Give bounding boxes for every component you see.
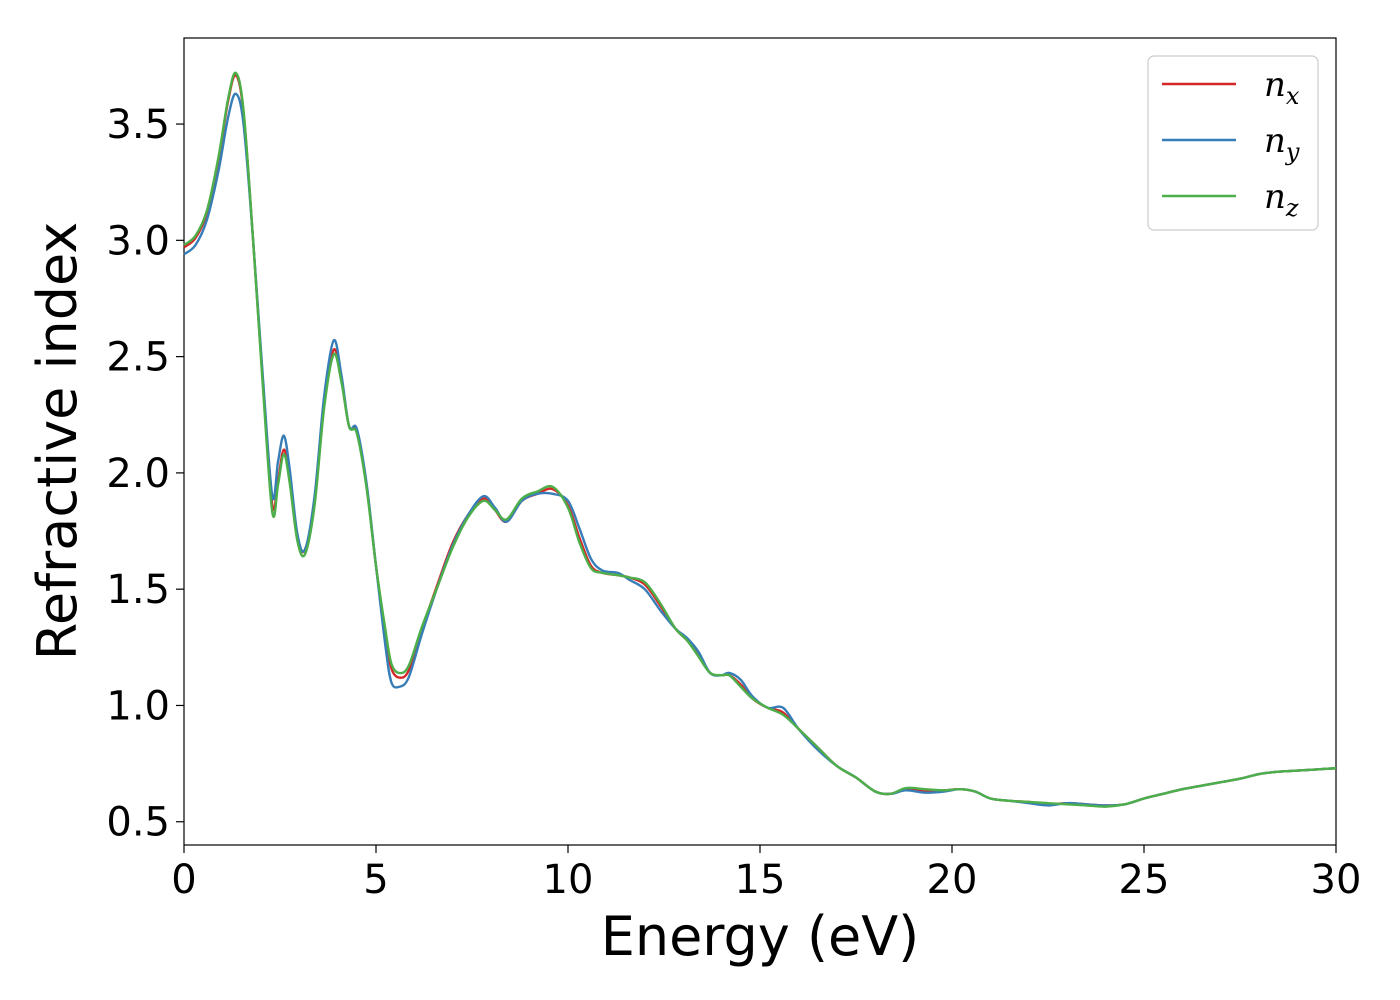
legend: nx ny nz: [1147, 55, 1319, 231]
legend-label: ny: [1264, 121, 1300, 166]
x-tick-label: 20: [927, 857, 978, 903]
y-tick-label: 2.0: [106, 451, 170, 497]
y-tick-label: 3.0: [106, 218, 170, 264]
x-tick-label: 0: [171, 857, 196, 903]
legend-entries: nx ny nz: [1162, 65, 1300, 222]
y-tick-label: 2.5: [106, 335, 170, 381]
x-axis-ticks: 0 5 10 15 20 25 30: [171, 845, 1361, 903]
y-axis-ticks: 0.5 1.0 1.5 2.0 2.5 3.0 3.5: [106, 102, 184, 846]
x-tick-label: 10: [543, 857, 594, 903]
series-line-nz: [183, 71, 1337, 808]
y-tick-label: 1.5: [106, 567, 170, 613]
y-tick-label: 3.5: [106, 102, 170, 148]
y-axis-label: Refractive index: [26, 222, 89, 661]
plot-area: 0 5 10 15 20 25 30 0.5 1.0 1.5 2.0 2.5 3.0 3.5: [106, 37, 1361, 903]
series-layer: [183, 71, 1337, 808]
y-tick-label: 0.5: [106, 800, 170, 846]
x-tick-label: 15: [735, 857, 786, 903]
x-tick-label: 5: [363, 857, 388, 903]
y-tick-label: 1.0: [106, 683, 170, 729]
legend-label: nz: [1264, 177, 1299, 222]
x-tick-label: 25: [1119, 857, 1170, 903]
x-axis-label: Energy (eV): [601, 905, 920, 968]
x-tick-label: 30: [1311, 857, 1362, 903]
legend-box: [1147, 55, 1319, 231]
legend-label: nx: [1264, 65, 1300, 110]
